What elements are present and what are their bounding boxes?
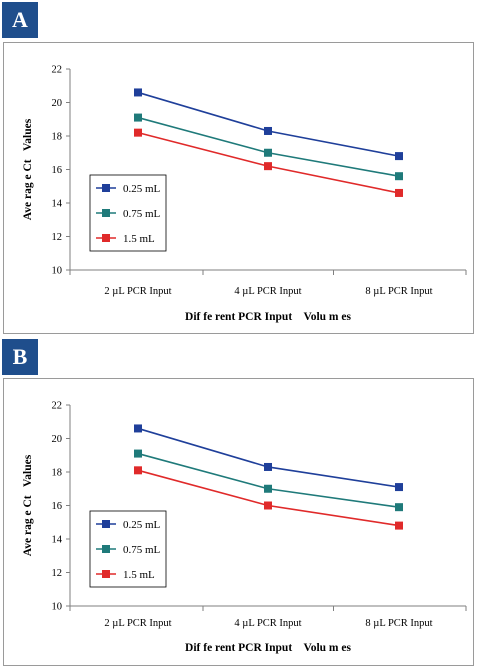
legend-marker bbox=[102, 209, 110, 217]
x-tick-label: 8 µL PCR Input bbox=[365, 286, 432, 297]
data-point bbox=[395, 188, 403, 197]
series-line bbox=[137, 427, 400, 488]
y-tick-label: 20 bbox=[52, 434, 63, 445]
data-point bbox=[264, 148, 272, 157]
data-point bbox=[395, 152, 403, 161]
data-point bbox=[395, 172, 403, 181]
data-point bbox=[264, 501, 272, 510]
legend-marker bbox=[102, 234, 110, 242]
legend-label: 0.25 mL bbox=[123, 519, 161, 531]
y-axis-title: Ave rag e Ct Values bbox=[22, 118, 34, 220]
data-point bbox=[264, 126, 272, 135]
y-tick-label: 16 bbox=[52, 165, 63, 176]
legend-label: 1.5 mL bbox=[123, 233, 155, 245]
data-point bbox=[264, 484, 272, 493]
x-tick-label: 4 µL PCR Input bbox=[234, 286, 301, 297]
legend-label: 0.75 mL bbox=[123, 544, 161, 556]
data-point bbox=[395, 503, 403, 512]
data-point bbox=[134, 449, 142, 458]
legend-marker bbox=[102, 520, 110, 528]
y-tick-label: 12 bbox=[52, 232, 63, 243]
x-axis-title: Dif fe rent PCR Input Volu m es bbox=[185, 642, 351, 654]
data-point bbox=[395, 521, 403, 530]
legend-label: 0.25 mL bbox=[123, 183, 161, 195]
y-tick-label: 22 bbox=[52, 401, 63, 412]
x-tick-label: 2 µL PCR Input bbox=[104, 618, 171, 629]
data-point bbox=[395, 483, 403, 492]
panel-badge: A bbox=[2, 2, 38, 38]
x-tick-label: 4 µL PCR Input bbox=[234, 618, 301, 629]
data-point bbox=[134, 466, 142, 475]
panel-badge: B bbox=[2, 339, 38, 375]
chart-frame bbox=[3, 42, 474, 334]
y-axis-title: Ave rag e Ct Values bbox=[22, 454, 34, 556]
legend-marker bbox=[102, 570, 110, 578]
data-point bbox=[264, 162, 272, 171]
y-tick-label: 22 bbox=[52, 65, 63, 76]
y-tick-label: 18 bbox=[52, 468, 63, 479]
y-tick-label: 12 bbox=[52, 568, 63, 579]
x-axis-title: Dif fe rent PCR Input Volu m es bbox=[185, 311, 351, 323]
x-tick-label: 8 µL PCR Input bbox=[365, 618, 432, 629]
y-tick-label: 18 bbox=[52, 132, 63, 143]
x-tick-label: 2 µL PCR Input bbox=[104, 286, 171, 297]
legend-label: 1.5 mL bbox=[123, 569, 155, 581]
data-point bbox=[264, 462, 272, 471]
legend-marker bbox=[102, 545, 110, 553]
series-line bbox=[137, 469, 400, 527]
y-tick-label: 14 bbox=[52, 535, 63, 546]
legend-marker bbox=[102, 184, 110, 192]
data-point bbox=[134, 424, 142, 433]
y-tick-label: 10 bbox=[52, 602, 63, 613]
data-point bbox=[134, 128, 142, 137]
y-tick-label: 20 bbox=[52, 98, 63, 109]
y-tick-label: 14 bbox=[52, 199, 63, 210]
y-tick-label: 16 bbox=[52, 501, 63, 512]
legend-label: 0.75 mL bbox=[123, 208, 161, 220]
data-point bbox=[134, 88, 142, 97]
y-tick-label: 10 bbox=[52, 266, 63, 277]
data-point bbox=[134, 113, 142, 122]
